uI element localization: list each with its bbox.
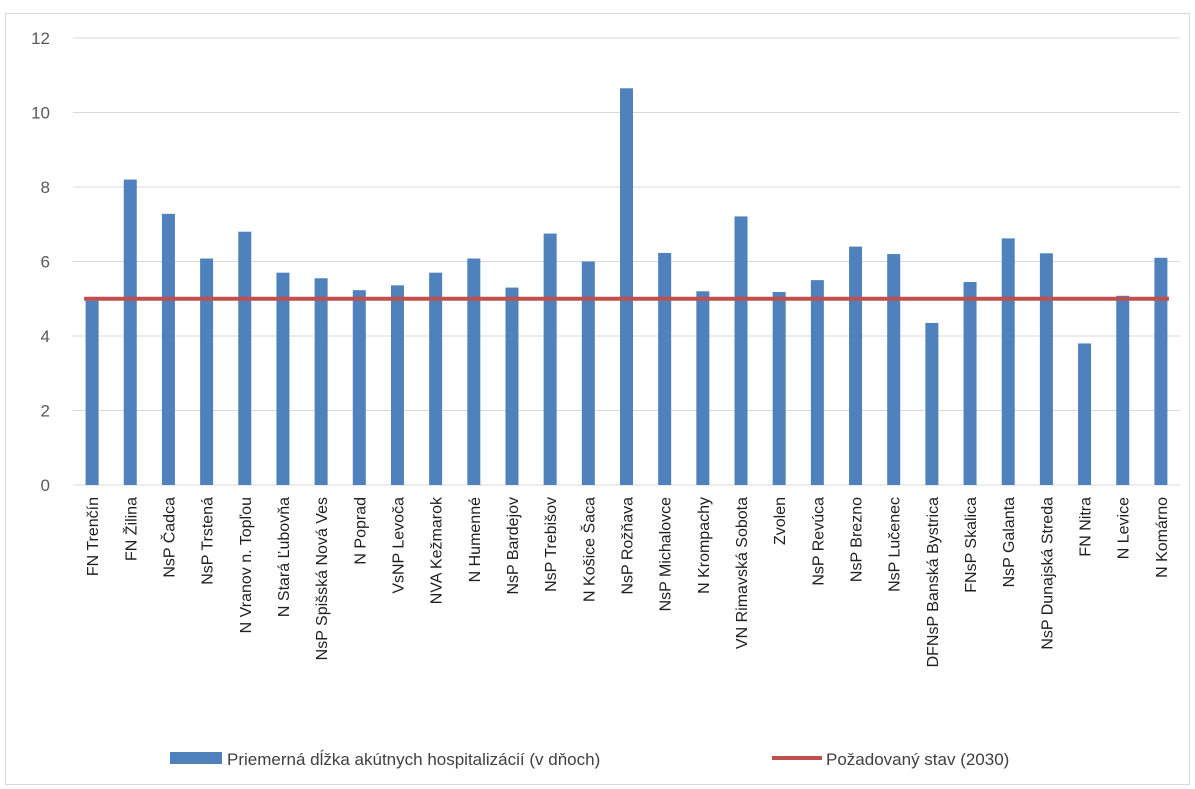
y-tick-label: 0: [41, 476, 50, 495]
y-tick-label: 2: [41, 402, 50, 421]
x-tick-label: NsP Lučenec: [887, 497, 904, 592]
bar: [123, 179, 137, 486]
x-tick-label: NsP Rožňava: [620, 497, 637, 595]
x-tick-label: NsP Bardejov: [505, 497, 522, 595]
x-tick-label: NsP Revúca: [810, 497, 827, 586]
x-tick-label: N Komárno: [1154, 497, 1171, 578]
x-tick-label: N Levice: [1116, 497, 1133, 559]
bar: [314, 278, 328, 485]
bar: [810, 280, 824, 485]
bars: [85, 88, 1168, 486]
bar: [1116, 295, 1130, 485]
x-tick-label: NsP Galanta: [1001, 497, 1018, 588]
x-tick-label: N Poprad: [352, 497, 369, 565]
bar: [543, 233, 557, 485]
x-tick-label: FN Nitra: [1078, 497, 1095, 557]
legend-line-label: Požadovaný stav (2030): [826, 750, 1009, 769]
x-tick-label: N Košice Šaca: [579, 497, 598, 602]
x-tick-label: Zvolen: [772, 497, 789, 545]
bar: [734, 216, 748, 486]
x-tick-label: N Vranov n. Topľou: [238, 497, 255, 633]
x-tick-label: NsP Dunajská Streda: [1039, 497, 1056, 650]
bar: [772, 292, 786, 485]
bar: [467, 258, 481, 485]
x-tick-label: VN Rimavská Sobota: [734, 497, 751, 649]
bar: [505, 287, 519, 485]
x-axis-labels: FN Trenčín FN Žilina NsP Čadca NsP Trstená N…: [85, 496, 1171, 667]
bar: [925, 322, 939, 485]
x-tick-label: NsP Michalovce: [658, 497, 675, 612]
x-tick-label: N Humenné: [467, 497, 484, 582]
bar: [1039, 253, 1053, 485]
y-tick-label: 10: [31, 104, 50, 123]
legend-bar-label: Priemerná dĺžka akútnych hospitalizácií …: [227, 750, 600, 769]
bar: [1001, 238, 1015, 485]
bar: [429, 272, 443, 485]
x-tick-label: FN Trenčín: [85, 497, 102, 576]
x-tick-label: NsP Trebišov: [543, 497, 560, 592]
bar: [963, 281, 977, 485]
legend-bar-swatch: [170, 752, 222, 764]
x-tick-label: NsP Brezno: [849, 497, 866, 582]
bar: [658, 252, 672, 485]
bar: [352, 290, 366, 485]
bar: [696, 291, 710, 485]
y-tick-label: 4: [41, 327, 50, 346]
x-tick-label: FNsP Skalica: [963, 497, 980, 593]
x-tick-label: NsP Čadca: [159, 497, 178, 578]
bar: [1078, 343, 1092, 485]
legend: Priemerná dĺžka akútnych hospitalizácií …: [170, 750, 1009, 769]
bar: [887, 254, 901, 485]
x-tick-label: FN Žilina: [121, 497, 140, 561]
x-tick-label: N Stará Ľubovňa: [276, 497, 293, 617]
bar: [849, 246, 863, 485]
x-tick-label: NsP Spišská Nová Ves: [314, 497, 331, 660]
bar: [85, 300, 99, 485]
x-tick-label: VsNP Levoča: [390, 497, 407, 594]
x-tick-label: DFNsP Banská Bystrica: [925, 497, 942, 668]
bar: [238, 231, 252, 485]
y-tick-label: 12: [31, 29, 50, 48]
bar: [581, 261, 595, 485]
y-tick-label: 8: [41, 178, 50, 197]
bar: [390, 285, 404, 485]
x-tick-label: NsP Trstená: [200, 497, 217, 585]
bar: [620, 88, 633, 485]
bar: [200, 258, 214, 485]
bar: [161, 213, 175, 485]
y-axis-ticks: 0 2 4 6 8 10 12: [31, 29, 50, 495]
y-tick-label: 6: [41, 253, 50, 272]
bar: [276, 272, 290, 485]
x-tick-label: NVA Kežmarok: [429, 496, 446, 604]
bar: [1154, 257, 1168, 485]
x-tick-label: N Krompachy: [696, 497, 713, 594]
